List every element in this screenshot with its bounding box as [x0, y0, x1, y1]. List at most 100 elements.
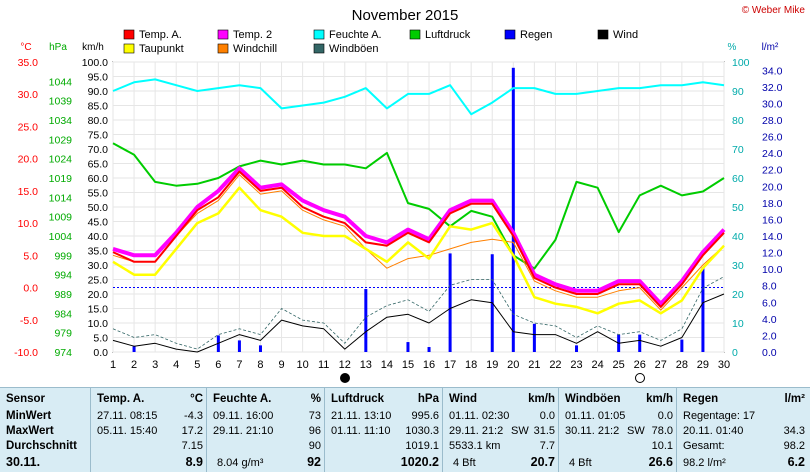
rain-bar [448, 253, 452, 352]
legend-swatch [217, 29, 229, 40]
series-line-windchill [112, 174, 725, 311]
tick-label-pressure: 1004 [49, 231, 73, 243]
copyright-text: © Weber Mike [742, 5, 806, 16]
tick-label-wind: 65.0 [88, 159, 109, 171]
axis-unit-kmh: km/h [82, 42, 104, 53]
wind-distance: 5533.1 km [449, 440, 501, 452]
x-tick-label: 15 [402, 359, 414, 371]
chart-title: November 2015 [352, 7, 459, 24]
wind-min-time: 01.11. 02:30 [449, 410, 510, 422]
rain-bar [511, 67, 515, 353]
x-tick-label: 13 [360, 359, 372, 371]
legend-label: Wind [613, 29, 638, 41]
regen-month-total: 98.2 l/m² [683, 457, 726, 469]
tick-label-pressure: 1014 [49, 192, 73, 204]
luftdruck-column: Luftdruck hPa 21.11. 13:10 995.6 01.11. … [324, 388, 443, 472]
boeen-max-value: 78.0 [651, 425, 673, 437]
x-tick-label: 29 [697, 359, 709, 371]
feuchte-column: Feuchte A. % 09.11. 16:00 73 29.11. 21:1… [206, 388, 325, 472]
x-tick-label: 9 [278, 359, 284, 371]
regen-max-time: 20.11. 01:40 [683, 425, 744, 437]
plot-area [112, 61, 725, 353]
temp-unit: °C [190, 393, 203, 405]
series-line-taupunkt [112, 186, 725, 315]
x-tick-label: 4 [173, 359, 179, 371]
tick-label-temp: 35.0 [18, 57, 39, 69]
legend-swatch [123, 43, 135, 54]
tick-label-humidity: 0 [732, 347, 738, 359]
rain-bar [237, 340, 241, 352]
tick-label-wind: 20.0 [88, 289, 109, 301]
tick-label-temp: 0.0 [23, 283, 38, 295]
tick-label-rain: 32.0 [762, 82, 783, 94]
feuchte-current-value: 92 [307, 455, 321, 469]
feuchte-abs-humidity: 8.04 g/m³ [217, 457, 264, 469]
legend-label: Regen [520, 29, 552, 41]
tick-label-temp: 15.0 [18, 186, 39, 198]
x-tick-label: 22 [549, 359, 561, 371]
boeen-max-time: 30.11. 21:2 [565, 425, 620, 437]
rain-bar [575, 345, 579, 352]
tick-label-rain: 28.0 [762, 115, 783, 127]
tick-label-wind: 0.0 [93, 347, 108, 359]
legend-label: Luftdruck [425, 29, 471, 41]
legend-swatch [217, 43, 229, 54]
boeen-column: Windböen km/h 01.11. 01:05 0.0 30.11. 21… [558, 388, 677, 472]
tick-label-wind: 100.0 [82, 57, 108, 69]
x-tick-label: 7 [236, 359, 242, 371]
x-tick-label: 10 [296, 359, 308, 371]
tick-label-wind: 10.0 [88, 318, 109, 330]
wind-max-direction: SW [511, 425, 529, 437]
x-tick-label: 6 [215, 359, 221, 371]
luftdruck-min-time: 21.11. 13:10 [331, 410, 392, 422]
tick-label-temp: -10.0 [14, 347, 38, 359]
tick-label-rain: 12.0 [762, 248, 783, 260]
tick-label-wind: 15.0 [88, 304, 109, 316]
x-tick-label: 28 [676, 359, 688, 371]
sensor-column: Sensor MinWert MaxWert Durchschnitt 30.1… [0, 388, 90, 472]
feuchte-unit: % [310, 393, 321, 405]
tick-label-temp: 25.0 [18, 121, 39, 133]
tick-label-humidity: 10 [732, 318, 744, 330]
tick-label-temp: 10.0 [18, 218, 39, 230]
tick-label-pressure: 974 [54, 347, 72, 359]
tick-label-humidity: 30 [732, 260, 744, 272]
tick-label-rain: 10.0 [762, 264, 783, 276]
x-tick-label: 26 [634, 359, 646, 371]
x-tick-label: 18 [465, 359, 477, 371]
luftdruck-header: Luftdruck [331, 393, 385, 405]
wind-header: Wind [449, 393, 477, 405]
x-tick-label: 2 [131, 359, 137, 371]
feuchte-max-time: 29.11. 21:10 [213, 425, 274, 437]
tick-label-pressure: 1044 [49, 76, 73, 88]
tick-label-rain: 14.0 [762, 231, 783, 243]
axis-unit-lm2: l/m² [762, 42, 779, 53]
tick-label-pressure: 1039 [49, 96, 73, 108]
tick-label-wind: 85.0 [88, 101, 109, 113]
regen-total-label: Gesamt: [683, 440, 725, 452]
series-layer [112, 67, 726, 353]
legend-swatch [313, 43, 325, 54]
axis-unit-hpa: hPa [49, 42, 67, 53]
wind-column: Wind km/h 01.11. 02:30 0.0 29.11. 21:2 S… [442, 388, 559, 472]
feuchte-header: Feuchte A. [213, 393, 272, 405]
wind-beaufort: 4 Bft [453, 457, 476, 469]
x-tick-label: 27 [655, 359, 667, 371]
legend-label: Windchill [233, 43, 277, 55]
rain-bar [532, 323, 536, 352]
x-tick-label: 1 [110, 359, 116, 371]
regen-header: Regen [683, 393, 719, 405]
legend-label: Temp. 2 [233, 29, 272, 41]
tick-label-rain: 30.0 [762, 98, 783, 110]
rain-bar [258, 345, 262, 352]
tick-label-humidity: 20 [732, 289, 744, 301]
tick-label-temp: 30.0 [18, 89, 39, 101]
tick-label-humidity: 60 [732, 173, 744, 185]
legend-swatch [597, 29, 609, 40]
tick-label-pressure: 989 [54, 289, 72, 301]
full-moon-icon [635, 373, 645, 383]
boeen-current-value: 26.6 [648, 455, 673, 469]
tick-label-wind: 55.0 [88, 188, 109, 200]
tick-label-pressure: 984 [54, 308, 72, 320]
legend-label: Windböen [329, 43, 379, 55]
